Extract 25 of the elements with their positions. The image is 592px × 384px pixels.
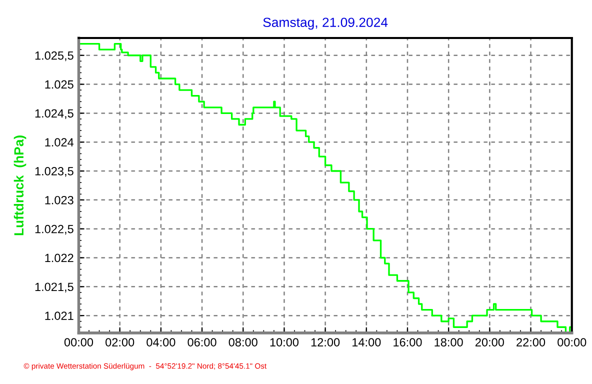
x-tick-label: 18:00 [434,338,463,346]
y-tick-label: 1.025 [45,80,74,89]
y-tick-label: 1.024 [45,138,74,146]
y-tick-label: 1.025,5 [35,51,74,62]
y-tick-label: 1.021,5 [35,282,74,292]
x-tick-label: 08:00 [228,338,258,346]
y-tick-label: 1.022,5 [35,224,74,235]
x-tick-label: 02:00 [106,338,134,346]
y-tick-label: 1.022 [45,254,74,262]
x-tick-label: 00:00 [64,338,94,346]
y-tick-label: 1.023,5 [35,167,74,177]
x-tick-label: 20:00 [476,338,504,346]
x-tick-label: 10:00 [270,338,299,346]
x-tick-label: 22:00 [516,338,546,346]
y-axis-title: Luftdruck (hPa) [14,136,26,236]
y-tick-label: 1.023 [45,196,74,204]
x-tick-label: 00:00 [558,338,586,346]
x-tick-label: 14:00 [352,338,381,346]
x-tick-label: 12:00 [311,338,340,346]
y-tick-label: 1.024,5 [35,109,74,119]
y-tick-label: 1.021 [45,312,74,320]
chart-title: Samstag, 21.09.2024 [263,18,388,30]
x-tick-label: 04:00 [146,338,176,346]
x-tick-label: 16:00 [394,338,422,346]
x-tick-label: 06:00 [188,338,216,346]
